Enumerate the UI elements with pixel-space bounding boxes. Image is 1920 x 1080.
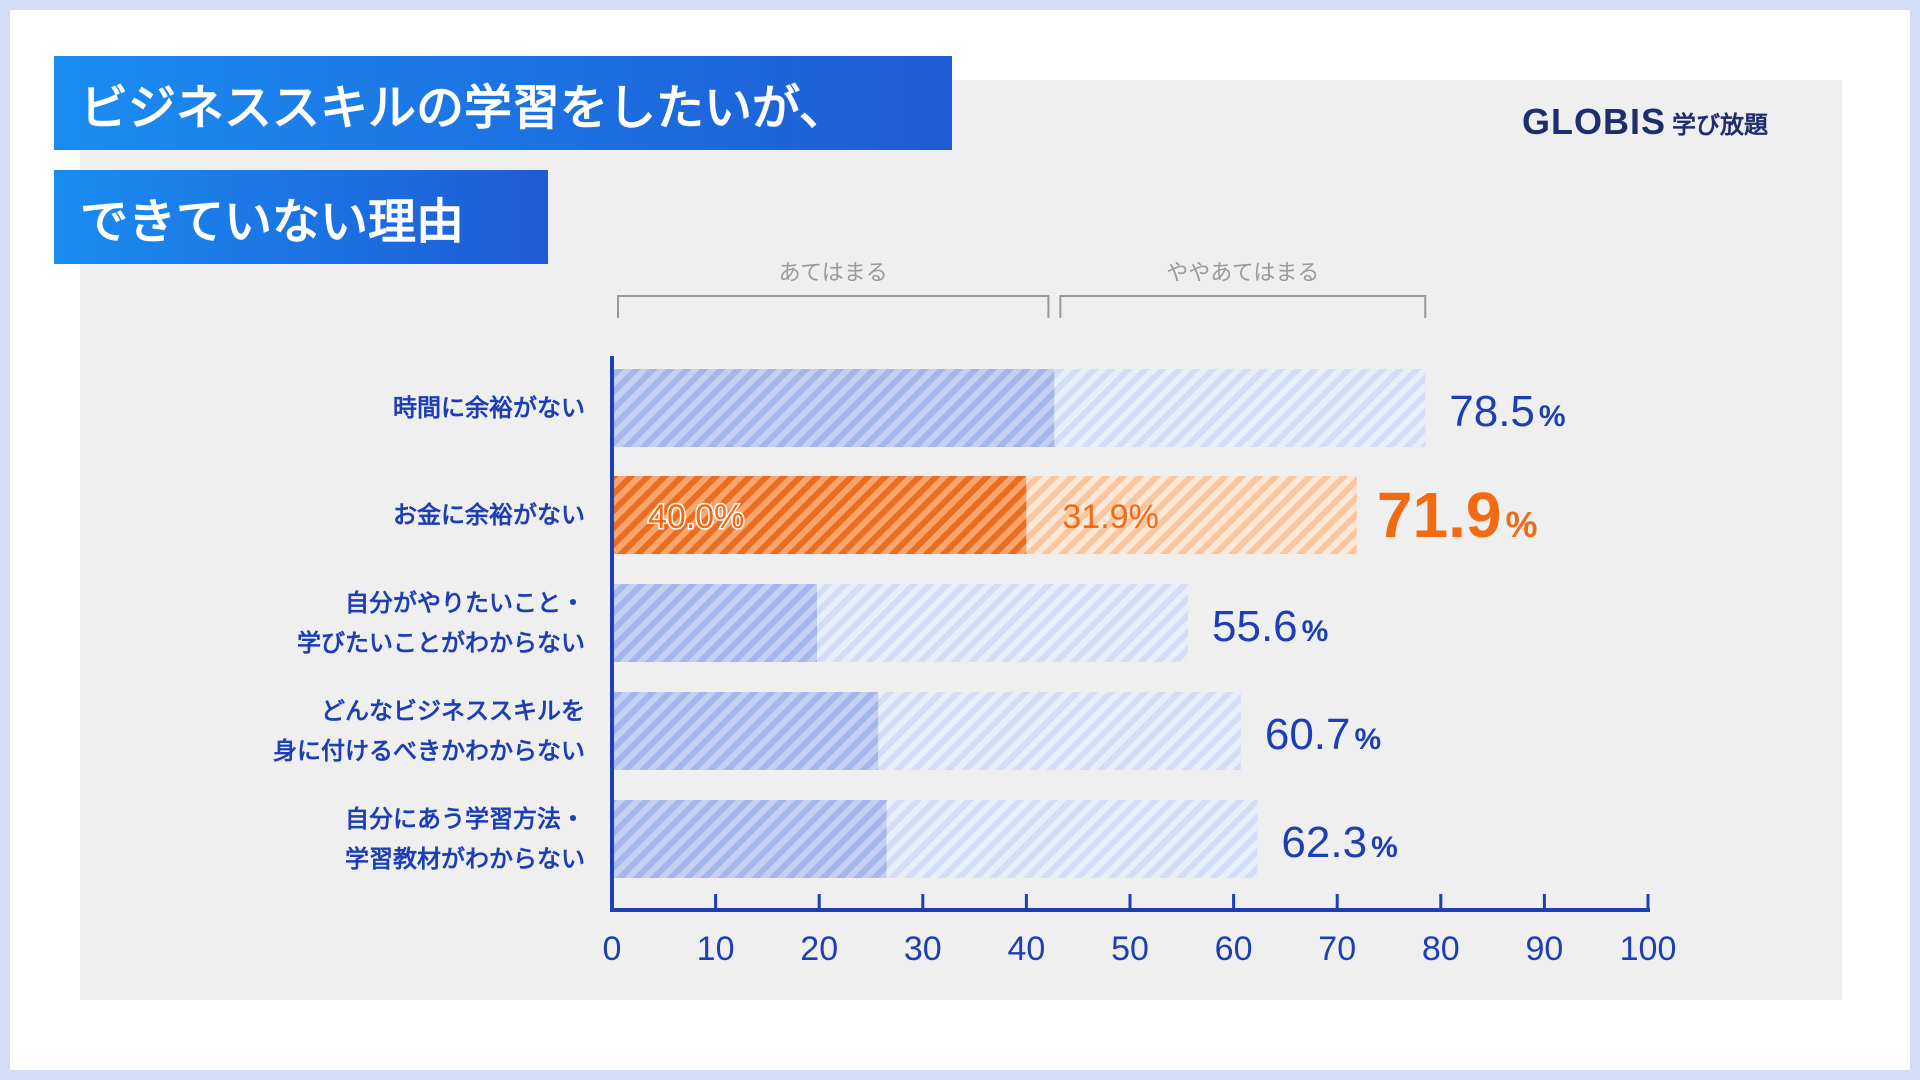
category-label-line: どんなビジネススキルを [321, 697, 585, 725]
title-line-2: できていない理由 [54, 170, 548, 264]
category-label-line: お金に余裕がない [393, 501, 585, 529]
bar-segment-atehamaru [612, 369, 1055, 447]
legend-bracket [617, 295, 1050, 318]
bar-total-label: 62.3% [1281, 818, 1397, 867]
bar-segment-yaya-atehamaru [878, 692, 1241, 770]
category-label-line: 学びたいことがわからない [297, 629, 585, 657]
bar-total-label: 71.9% [1377, 479, 1538, 551]
category-label-line: 学習教材がわからない [345, 845, 585, 873]
legend-bracket-label: あてはまる [779, 261, 888, 286]
brand-name: GLOBIS [1522, 101, 1667, 142]
bar-total-label: 55.6% [1212, 602, 1328, 651]
x-tick-label: 100 [1620, 930, 1677, 968]
x-tick-label: 80 [1422, 930, 1460, 968]
category-label: どんなビジネススキルを身に付けるべきかわからない [165, 691, 585, 771]
bar-segment-yaya-atehamaru [817, 584, 1189, 662]
category-label-line: 時間に余裕がない [393, 394, 585, 422]
bar-total-label: 78.5% [1449, 387, 1565, 436]
x-tick-label: 0 [603, 930, 622, 968]
category-label-line: 自分にあう学習方法・ [345, 805, 585, 833]
bar-segment-atehamaru [612, 800, 887, 878]
bar-segment-yaya-atehamaru [886, 800, 1258, 878]
bar-segment-yaya-atehamaru [1054, 369, 1426, 447]
x-tick-label: 20 [800, 930, 838, 968]
category-label: 自分にあう学習方法・ 学習教材がわからない [165, 799, 585, 879]
legend-bracket [1059, 295, 1427, 318]
bar-segment-atehamaru [612, 476, 1027, 554]
category-label: 自分がやりたいこと・学びたいことがわからない [165, 583, 585, 663]
x-tick-label: 60 [1215, 930, 1253, 968]
brand-sub: 学び放題 [1672, 110, 1769, 139]
legend-bracket-label: ややあてはまる [1166, 261, 1319, 286]
segment-value-label: 31.9% [1062, 498, 1158, 536]
bar-segment-atehamaru [612, 692, 879, 770]
category-label-line: 自分がやりたいこと・ [345, 589, 585, 617]
title-line-1: ビジネススキルの学習をしたいが、 [54, 56, 952, 150]
bar-segment-yaya-atehamaru [1026, 476, 1357, 554]
x-tick-label: 70 [1318, 930, 1356, 968]
x-tick-label: 90 [1525, 930, 1563, 968]
bar-segment-atehamaru [612, 584, 818, 662]
category-label: 時間に余裕がない [165, 388, 585, 428]
x-tick-label: 40 [1007, 930, 1045, 968]
x-tick-label: 10 [697, 930, 735, 968]
brand-logo: GLOBIS 学び放題 [1522, 98, 1768, 146]
category-label: お金に余裕がない [165, 495, 585, 535]
x-tick-label: 30 [904, 930, 942, 968]
x-tick-label: 50 [1111, 930, 1149, 968]
segment-value-label: 40.0% [648, 498, 744, 536]
bar-total-label: 60.7% [1265, 710, 1381, 759]
category-label-line: 身に付けるべきかわからない [273, 737, 585, 765]
